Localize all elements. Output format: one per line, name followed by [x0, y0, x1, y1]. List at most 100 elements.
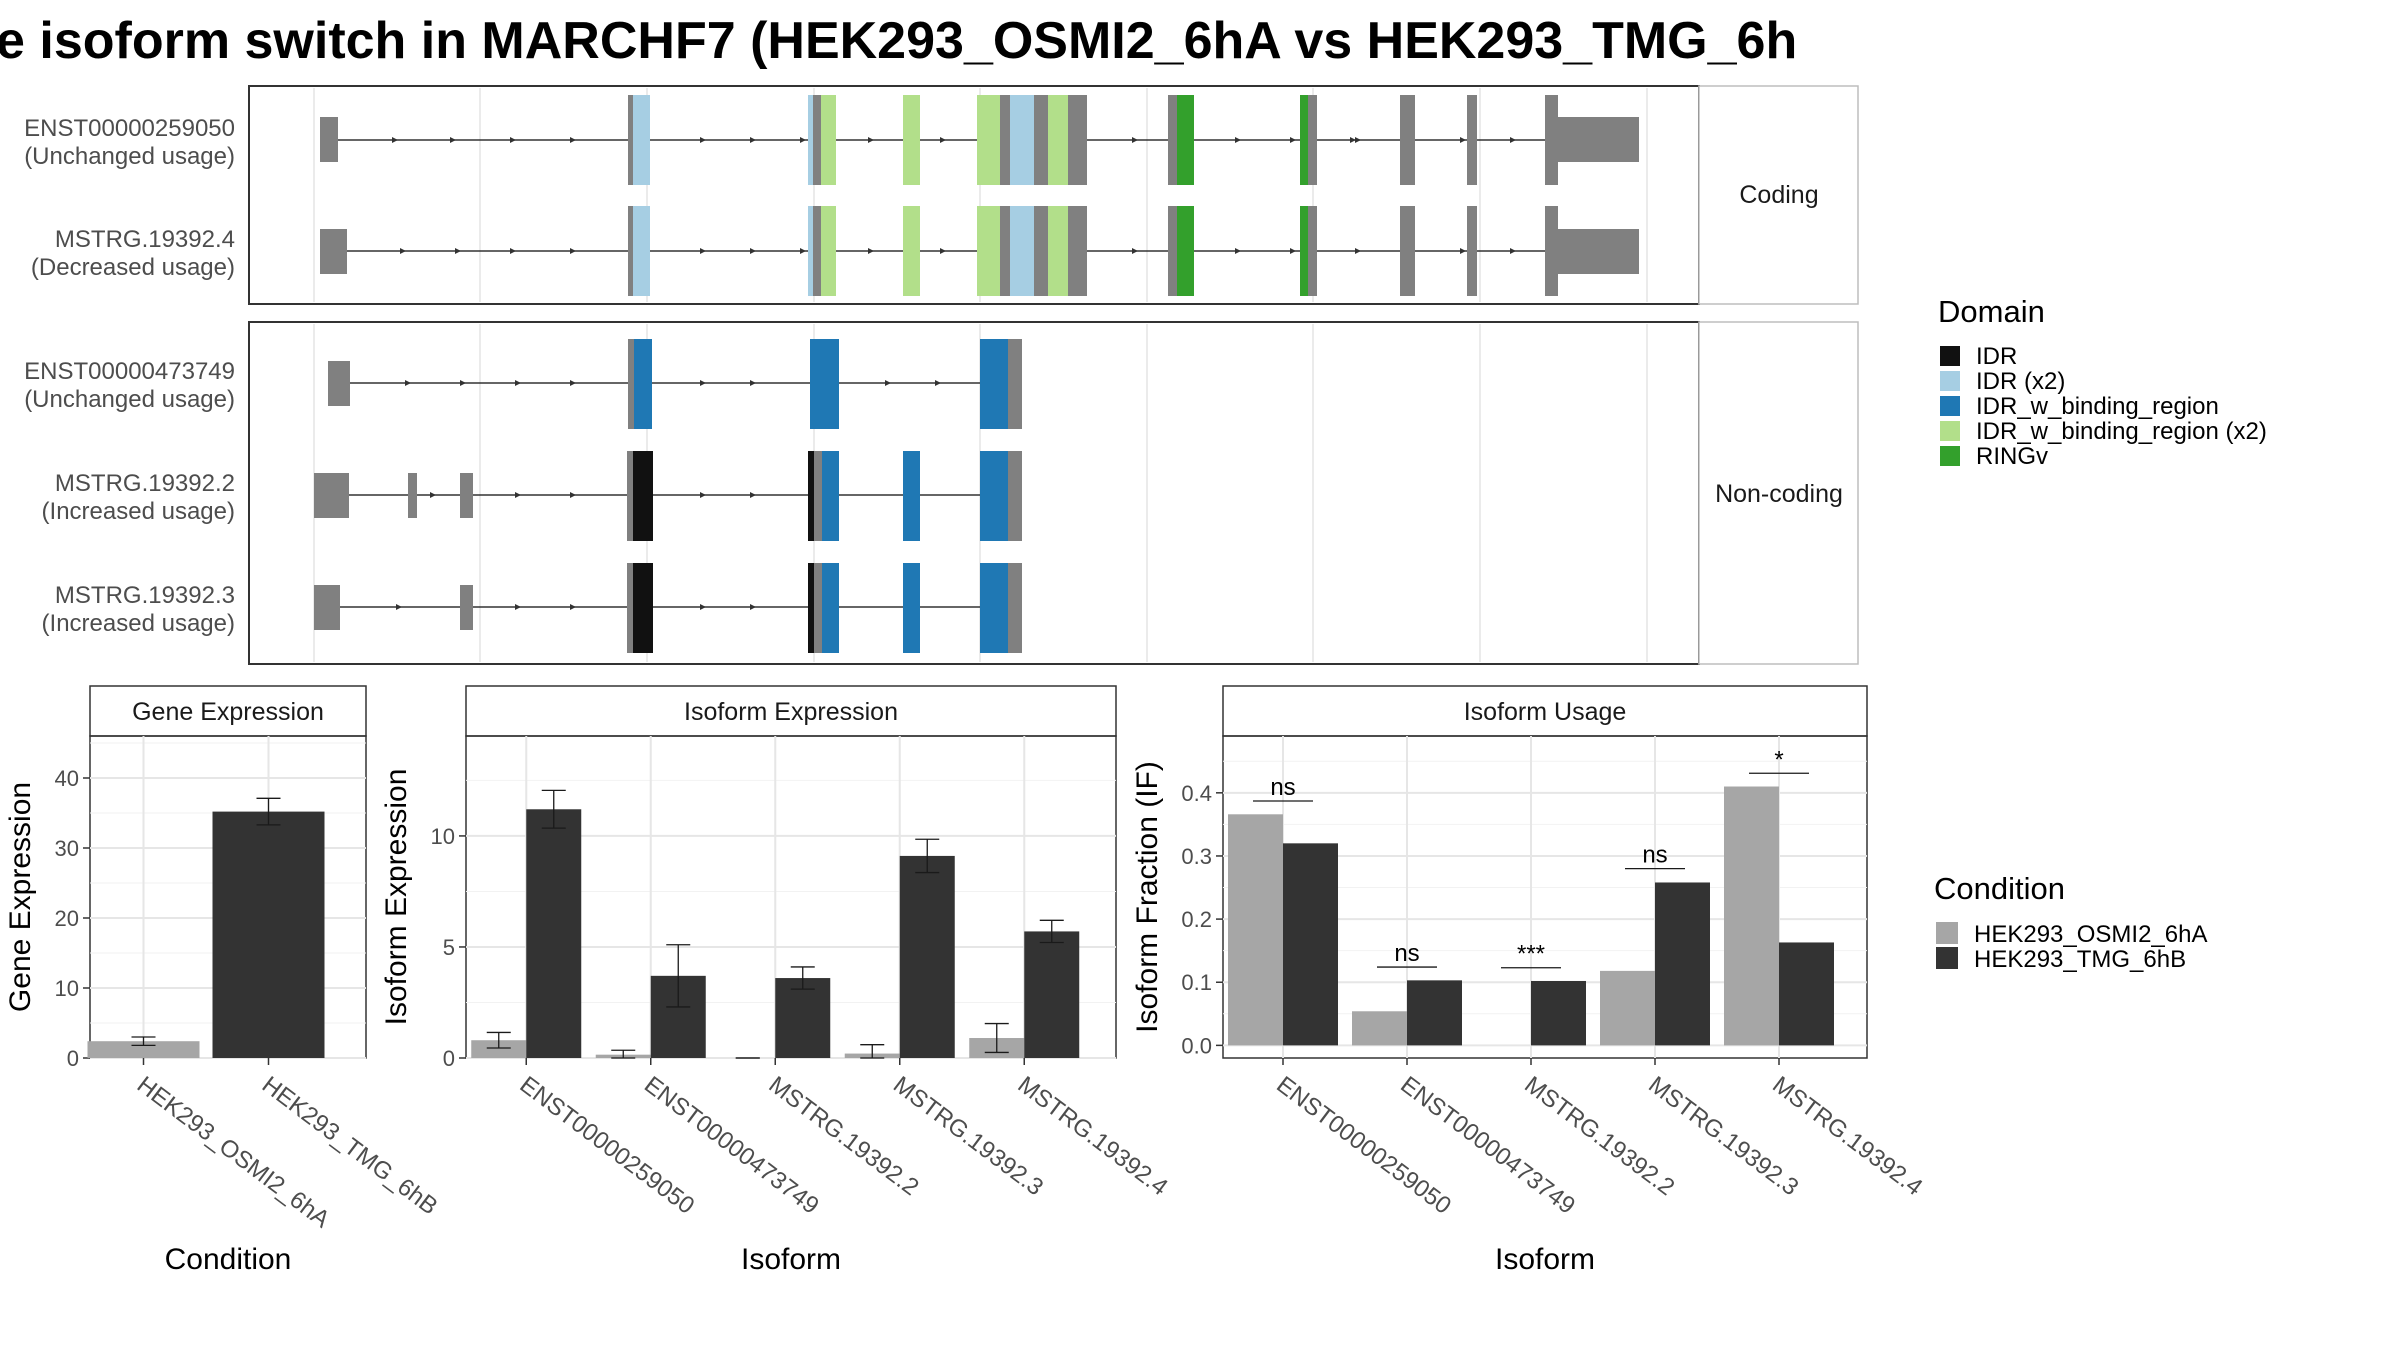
legend-label-cond-b: HEK293_TMG_6hB [1974, 946, 2186, 973]
transcript-id: MSTRG.19392.3 [55, 582, 235, 609]
transcript-track [328, 339, 1022, 429]
transcript-usage: (Increased usage) [42, 498, 235, 525]
y-tick-label: 0.1 [1181, 970, 1212, 995]
transcript-track [314, 451, 1022, 541]
bar [1655, 882, 1710, 1046]
condition-legend-title: Condition [1934, 871, 2065, 906]
significance-label: * [1774, 746, 1783, 773]
structure-coding-frame [248, 85, 1700, 305]
legend-label-idr-binding-x2: IDR_w_binding_region (x2) [1976, 418, 2267, 445]
y-axis-label: Gene Expression [4, 782, 37, 1012]
legend-swatch-idr-binding-x2 [1940, 421, 1960, 441]
panel-strip [89, 685, 367, 737]
bar [1600, 970, 1655, 1046]
transcript-labels: ENST00000259050 (Unchanged usage) MSTRG.… [24, 115, 235, 637]
panel-strip [1222, 685, 1868, 737]
x-axis-label: Isoform [1495, 1243, 1595, 1276]
transcript-id: ENST00000473749 [24, 358, 235, 385]
domain-legend-title: Domain [1938, 294, 2045, 329]
significance-label: ns [1394, 940, 1419, 967]
isoform-usage-plot: 0.00.10.20.30.4ENST00000259050ENST000004… [1181, 736, 1927, 1220]
legend-label-cond-a: HEK293_OSMI2_6hA [1974, 921, 2207, 948]
x-axis-label: Condition [165, 1243, 292, 1276]
intron-arrows [430, 492, 756, 498]
y-tick-label: 0.3 [1181, 844, 1212, 869]
y-tick-label: 0 [443, 1046, 455, 1071]
facet-label-noncoding: Non-coding [1715, 480, 1843, 508]
panel-title: Gene Expression [132, 698, 324, 726]
bar [1724, 786, 1779, 1046]
panel-strip [465, 685, 1117, 737]
legend-label-idr-x2: IDR (x2) [1976, 368, 2065, 395]
bar [526, 809, 582, 1058]
y-axis-label: Isoform Expression [380, 769, 413, 1026]
transcript-id: ENST00000259050 [24, 115, 235, 142]
y-axis-label: Isoform Fraction (IF) [1131, 761, 1164, 1033]
transcript-usage: (Decreased usage) [31, 254, 235, 281]
legend-swatch-cond-a [1936, 922, 1958, 944]
y-tick-label: 0.2 [1181, 907, 1212, 932]
bar [212, 811, 325, 1058]
exon-blocks [320, 95, 1639, 185]
facet-strip-coding [1698, 85, 1859, 305]
exon-blocks [314, 451, 1022, 541]
y-tick-label: 40 [55, 766, 79, 791]
legend-swatch-idr [1940, 346, 1960, 366]
exon-blocks [314, 563, 1022, 653]
bar [1024, 931, 1080, 1058]
legend-label-ringv: RINGv [1976, 443, 2048, 470]
bar [1407, 980, 1462, 1046]
legend-swatch-cond-b [1936, 947, 1958, 969]
condition-legend: Condition HEK293_OSMI2_6hA HEK293_TMG_6h… [1934, 871, 2207, 973]
transcript-track [314, 563, 1022, 653]
transcript-usage: (Unchanged usage) [24, 143, 235, 170]
y-tick-label: 10 [431, 824, 455, 849]
isoform-expression-plot: 0510ENST00000259050ENST00000473749MSTRG.… [431, 736, 1173, 1220]
exon-blocks [328, 339, 1022, 429]
legend-swatch-idr-x2 [1940, 371, 1960, 391]
intron-arrows [405, 380, 941, 386]
transcript-track [320, 95, 1639, 185]
transcript-track [320, 206, 1639, 296]
bar [899, 855, 955, 1058]
isoform-usage-panel: Isoform Usage 0.00.10.20.30.4ENST0000025… [1131, 685, 1927, 1276]
y-tick-label: 10 [55, 976, 79, 1001]
panel-title: Isoform Expression [684, 698, 898, 726]
x-axis-label: Isoform [741, 1243, 841, 1276]
significance-label: *** [1517, 941, 1545, 968]
figure-title: e isoform switch in MARCHF7 (HEK293_OSMI… [0, 12, 1797, 70]
y-tick-label: 30 [55, 836, 79, 861]
legend-label-idr: IDR [1976, 343, 2017, 370]
y-tick-label: 0.0 [1181, 1033, 1212, 1058]
exon-blocks [320, 206, 1639, 296]
bar [1352, 1011, 1407, 1046]
transcript-id: MSTRG.19392.4 [55, 226, 235, 253]
isoform-expression-panel: Isoform Expression 0510ENST00000259050EN… [380, 685, 1173, 1276]
bar [87, 1041, 200, 1058]
bar [775, 978, 831, 1058]
legend-swatch-ringv [1940, 446, 1960, 466]
y-tick-label: 20 [55, 906, 79, 931]
facet-strip-noncoding [1698, 321, 1859, 665]
y-tick-label: 0 [67, 1046, 79, 1071]
significance-label: ns [1642, 842, 1667, 869]
bar [1228, 814, 1283, 1046]
bar [1779, 942, 1834, 1046]
transcript-structure-panel: Coding Non-coding [24, 85, 1859, 665]
domain-legend: Domain IDR IDR (x2) IDR_w_binding_region… [1938, 294, 2267, 470]
intron-arrows [396, 604, 756, 610]
panel-title: Isoform Usage [1464, 698, 1627, 726]
legend-swatch-idr-binding [1940, 396, 1960, 416]
bar [471, 1040, 527, 1058]
facet-label-coding: Coding [1739, 181, 1818, 209]
transcript-id: MSTRG.19392.2 [55, 470, 235, 497]
significance-label: ns [1270, 774, 1295, 801]
panel-frame [1222, 735, 1868, 1059]
transcript-usage: (Increased usage) [42, 610, 235, 637]
legend-label-idr-binding: IDR_w_binding_region [1976, 393, 2219, 420]
gene-expression-panel: Gene Expression 010203040HEK293_OSMI2_6h… [4, 685, 443, 1276]
transcript-usage: (Unchanged usage) [24, 386, 235, 413]
bar [1531, 980, 1586, 1046]
bar [1283, 843, 1338, 1046]
